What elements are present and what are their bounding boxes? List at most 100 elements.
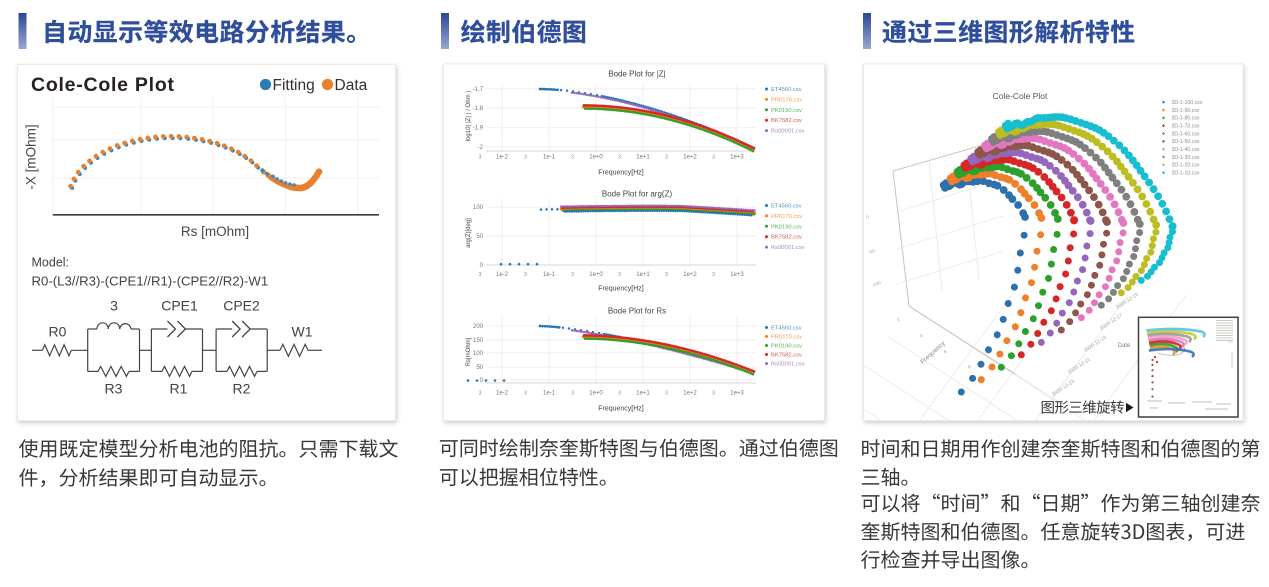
svg-text:PR0170.csv: PR0170.csv: [771, 214, 802, 220]
svg-text:R2: R2: [233, 381, 251, 397]
svg-text:3D-1-20.csv: 3D-1-20.csv: [1172, 163, 1200, 169]
svg-text:Frequency[Hz]: Frequency[Hz]: [598, 170, 644, 177]
svg-text:3D-1-60.csv: 3D-1-60.csv: [1172, 131, 1200, 137]
svg-text:3D-1-10.csv: 3D-1-10.csv: [1172, 170, 1200, 176]
svg-text:3: 3: [712, 391, 715, 397]
svg-text:PR0170.csv: PR0170.csv: [771, 335, 802, 341]
svg-text:BK7582.csv: BK7582.csv: [771, 235, 802, 241]
svg-text:CPE1: CPE1: [161, 298, 198, 314]
svg-text:Bode Plot for |Z|: Bode Plot for |Z|: [608, 70, 666, 79]
svg-text:Date: Date: [1118, 343, 1131, 349]
svg-text:1e+2: 1e+2: [683, 272, 697, 278]
svg-text:100: 100: [473, 351, 484, 357]
svg-text:Rs00001.csv: Rs00001.csv: [771, 245, 805, 251]
svg-text:3: 3: [110, 298, 118, 314]
svg-text:-2: -2: [478, 145, 484, 151]
svg-text:0: 0: [480, 378, 484, 384]
svg-text:Cole-Cole Plot: Cole-Cole Plot: [31, 74, 175, 96]
svg-text:R0-(L3//R3)-(CPE1//R1)-(CPE2//: R0-(L3//R3)-(CPE1//R1)-(CPE2//R2)-W1: [32, 274, 269, 289]
svg-text:1e-2: 1e-2: [496, 391, 509, 397]
svg-text:3: 3: [665, 391, 668, 397]
svg-text:3D-1-90.csv: 3D-1-90.csv: [1172, 108, 1200, 114]
svg-text:3: 3: [618, 155, 621, 161]
svg-text:1e+2: 1e+2: [683, 391, 697, 397]
svg-text:R1: R1: [170, 381, 188, 397]
svg-text:2: 2: [896, 317, 901, 323]
svg-text:1e-1: 1e-1: [543, 155, 556, 161]
svg-text:Bode Plot for arg(Z): Bode Plot for arg(Z): [602, 190, 673, 199]
svg-text:1e+1: 1e+1: [636, 391, 650, 397]
svg-text:3: 3: [665, 272, 668, 278]
svg-text:1e+0: 1e+0: [589, 391, 603, 397]
svg-text:3: 3: [479, 272, 482, 278]
svg-text:1e-2: 1e-2: [496, 155, 509, 161]
svg-text:8: 8: [967, 364, 972, 370]
svg-text:1e+0: 1e+0: [589, 155, 603, 161]
svg-text:3: 3: [479, 391, 482, 397]
svg-text:6: 6: [943, 349, 948, 355]
svg-text:100: 100: [473, 205, 484, 211]
svg-text:1e+3: 1e+3: [730, 272, 744, 278]
svg-text:Cole-Cole Plot: Cole-Cole Plot: [993, 91, 1048, 101]
svg-text:3: 3: [571, 272, 574, 278]
svg-text:Model:: Model:: [32, 256, 70, 270]
svg-text:1e-1: 1e-1: [543, 391, 556, 397]
svg-text:R0: R0: [49, 324, 67, 340]
svg-text:3D-1-70.csv: 3D-1-70.csv: [1172, 123, 1200, 129]
svg-text:3: 3: [712, 272, 715, 278]
svg-text:-1.8: -1.8: [473, 106, 484, 112]
svg-text:0: 0: [480, 263, 484, 269]
svg-text:3: 3: [712, 155, 715, 161]
svg-text:50: 50: [476, 365, 483, 371]
svg-text:1e+3: 1e+3: [730, 391, 744, 397]
svg-text:R3: R3: [105, 381, 123, 397]
svg-text:200: 200: [473, 324, 484, 330]
svg-text:Rs00001.csv: Rs00001.csv: [771, 129, 805, 135]
svg-text:CPE2: CPE2: [223, 298, 260, 314]
svg-text:3D-1-30.csv: 3D-1-30.csv: [1172, 155, 1200, 161]
svg-text:1e-2: 1e-2: [496, 272, 509, 278]
svg-text:3: 3: [524, 272, 527, 278]
svg-text:-X [mOhm]: -X [mOhm]: [24, 124, 39, 189]
svg-text:-50: -50: [868, 248, 876, 255]
svg-text:Rs[mOhm]: Rs[mOhm]: [466, 337, 472, 366]
svg-text:BK7582.csv: BK7582.csv: [771, 353, 802, 359]
svg-text:arg(Z)[deg]: arg(Z)[deg]: [466, 218, 472, 248]
svg-text:4: 4: [919, 333, 924, 339]
svg-text:3: 3: [524, 155, 527, 161]
svg-text:ET4560.csv: ET4560.csv: [771, 87, 802, 93]
svg-text:3: 3: [618, 391, 621, 397]
svg-text:3: 3: [571, 391, 574, 397]
svg-text:3D-1-100.csv: 3D-1-100.csv: [1172, 100, 1203, 106]
svg-text:1e+3: 1e+3: [730, 155, 744, 161]
svg-text:PK0190.csv: PK0190.csv: [771, 344, 802, 350]
svg-text:3: 3: [571, 155, 574, 161]
svg-text:3: 3: [524, 391, 527, 397]
svg-text:ET4560.csv: ET4560.csv: [771, 326, 802, 332]
svg-text:3D-1-50.csv: 3D-1-50.csv: [1172, 139, 1200, 145]
svg-text:Bode Plot for Rs: Bode Plot for Rs: [608, 307, 666, 316]
svg-text:1e-1: 1e-1: [543, 272, 556, 278]
svg-text:BK7582.csv: BK7582.csv: [771, 118, 802, 124]
svg-text:3: 3: [665, 155, 668, 161]
svg-text:PR0170.csv: PR0170.csv: [771, 97, 802, 103]
svg-text:PK0190.csv: PK0190.csv: [771, 108, 802, 114]
svg-text:ET4560.csv: ET4560.csv: [771, 204, 802, 210]
svg-text:1e+1: 1e+1: [636, 155, 650, 161]
svg-text:PK0190.csv: PK0190.csv: [771, 224, 802, 230]
svg-text:3D-1-40.csv: 3D-1-40.csv: [1172, 147, 1200, 153]
svg-text:Rs00001.csv: Rs00001.csv: [771, 362, 805, 368]
svg-text:log10( |Z| ) / Ohm ): log10( |Z| ) / Ohm ): [466, 91, 472, 141]
svg-text:1e+2: 1e+2: [683, 155, 697, 161]
svg-text:Frequency[Hz]: Frequency[Hz]: [598, 406, 644, 413]
svg-text:1e+1: 1e+1: [636, 272, 650, 278]
svg-text:Fitting: Fitting: [273, 77, 315, 94]
svg-text:Data: Data: [335, 77, 368, 94]
svg-text:3D-1-80.csv: 3D-1-80.csv: [1172, 116, 1200, 122]
svg-text:Rs [mOhm]: Rs [mOhm]: [181, 224, 249, 239]
svg-text:-1.7: -1.7: [473, 87, 484, 93]
svg-text:-1.9: -1.9: [473, 126, 484, 132]
svg-text:150: 150: [473, 338, 484, 344]
svg-text:-100: -100: [871, 280, 882, 288]
svg-text:3: 3: [479, 155, 482, 161]
